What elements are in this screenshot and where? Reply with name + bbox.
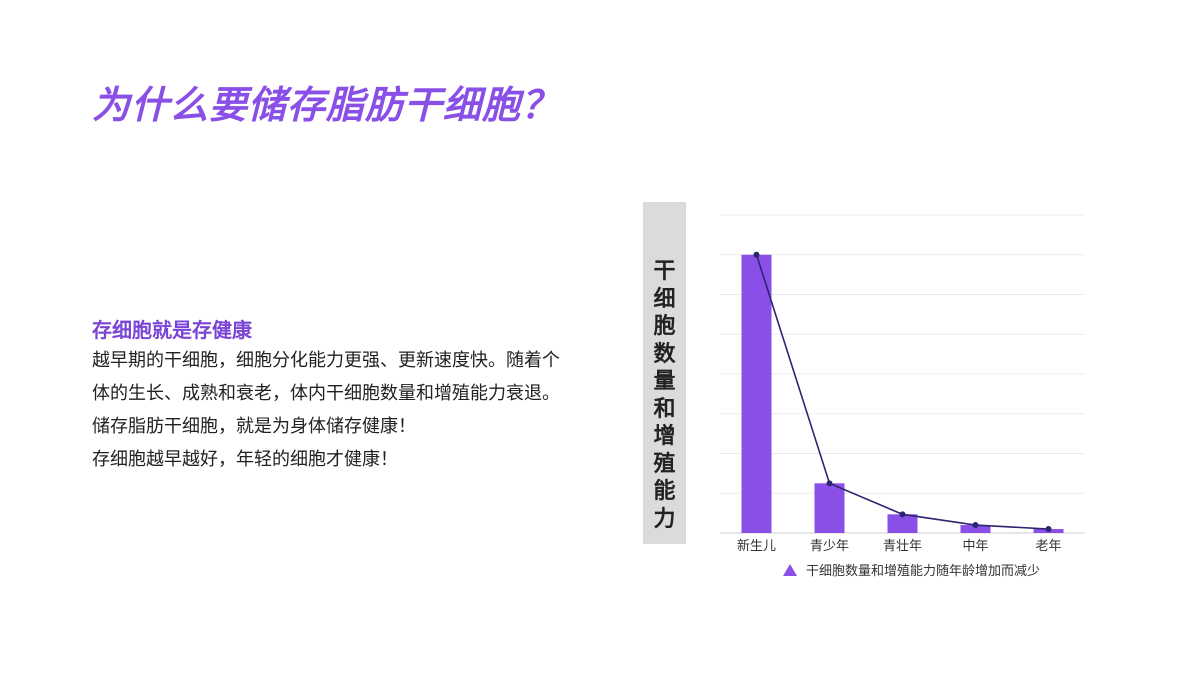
x-tick-label: 中年 (962, 539, 988, 554)
chart-legend: 干细胞数量和增殖能力随年龄增加而减少 (783, 560, 1040, 579)
triangle-legend-icon (783, 563, 797, 576)
trend-line (755, 254, 1049, 530)
trend-point (899, 511, 906, 518)
paragraph: 存细胞越早越好，年轻的细胞才健康！ (92, 449, 398, 470)
paragraph: 越早期的干细胞，细胞分化能力更强、更新速度快。随着个体的生长、成熟和衰老，体内干… (92, 350, 560, 404)
trend-point (826, 480, 833, 487)
x-tick-label: 老年 (1035, 539, 1061, 554)
trend-point (972, 522, 979, 529)
paragraph: 储存脂肪干细胞，就是为身体储存健康！ (92, 416, 416, 437)
trend-point (1045, 526, 1052, 533)
y-axis-title: 干细胞数量和增殖能力 (653, 259, 676, 532)
body-text: 越早期的干细胞，细胞分化能力更强、更新速度快。随着个体的生长、成熟和衰老，体内干… (92, 344, 572, 476)
bar (741, 254, 772, 533)
section-subtitle: 存细胞就是存健康 (92, 318, 252, 342)
y-axis-title-background (643, 202, 686, 544)
x-tick-label: 青壮年 (883, 539, 922, 554)
x-tick-label: 青少年 (810, 539, 849, 554)
bar-line-chart: 新生儿 青少年 青壮年 中年 老年 (720, 214, 1085, 554)
trend-point (753, 251, 760, 258)
x-tick-label: 新生儿 (737, 538, 776, 554)
bar (960, 525, 991, 533)
bar (887, 514, 918, 533)
legend-label: 干细胞数量和增殖能力随年龄增加而减少 (806, 564, 1041, 579)
page-title: 为什么要储存脂肪干细胞？ (92, 83, 561, 127)
bar (814, 483, 845, 533)
